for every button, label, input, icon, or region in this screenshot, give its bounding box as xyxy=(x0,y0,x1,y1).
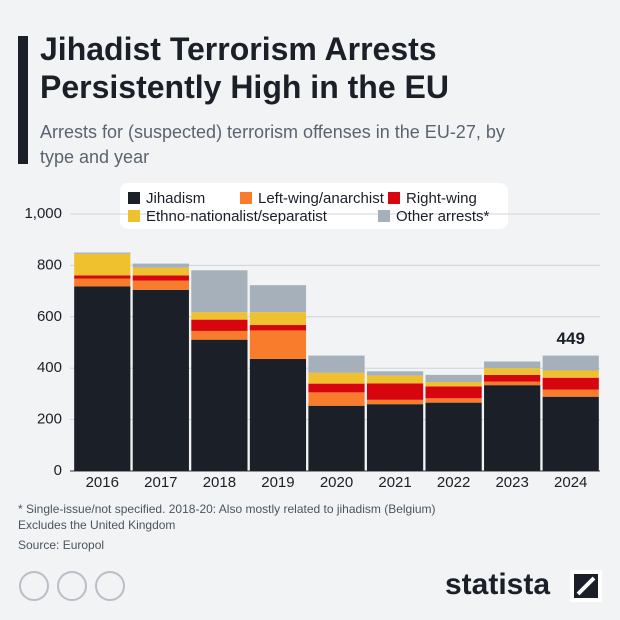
legend-label: Right-wing xyxy=(406,190,477,207)
brand: statista xyxy=(445,568,550,601)
bar-segment xyxy=(308,355,365,373)
bar-segment xyxy=(74,286,131,471)
bar-segment xyxy=(308,392,365,406)
bar-segment xyxy=(191,319,248,331)
x-tick-label: 2023 xyxy=(495,474,528,491)
bar-segment xyxy=(366,375,424,384)
bar-segment xyxy=(308,405,365,471)
bar-segment xyxy=(74,278,131,287)
legend-label: Jihadism xyxy=(146,190,205,207)
bar-segment xyxy=(542,396,599,471)
bar-segment xyxy=(542,377,599,390)
legend-swatch xyxy=(388,192,400,204)
bar-segment xyxy=(249,325,307,331)
bar-segment xyxy=(542,355,599,371)
bar-segment xyxy=(132,280,189,290)
bar-segment xyxy=(484,361,541,369)
annotation: 449 xyxy=(557,329,585,348)
bar-segment xyxy=(308,372,365,384)
bar-segment xyxy=(484,374,541,382)
legend-swatch xyxy=(128,210,140,222)
chart-title: Jihadist Terrorism Arrests Persistently … xyxy=(40,31,449,105)
bar-segment xyxy=(74,252,131,254)
y-tick-label: 200 xyxy=(37,411,62,428)
bar-segment xyxy=(74,253,131,276)
legend-swatch xyxy=(378,210,390,222)
bar-segment xyxy=(425,402,482,471)
x-tick-label: 2019 xyxy=(261,474,294,491)
bar-segment xyxy=(249,285,307,313)
x-tick-label: 2024 xyxy=(554,474,587,491)
y-tick-label: 400 xyxy=(37,359,62,376)
y-tick-label: 800 xyxy=(37,256,62,273)
bar-segment xyxy=(366,404,424,471)
legend-swatch xyxy=(128,192,140,204)
title-bar xyxy=(18,36,28,164)
legend-box xyxy=(120,183,508,229)
bar-segment xyxy=(191,270,248,313)
bar-segment xyxy=(132,289,189,471)
chart-subtitle: Arrests for (suspected) terrorism offens… xyxy=(40,122,505,167)
x-tick-label: 2020 xyxy=(320,474,353,491)
bar-segment xyxy=(366,399,424,405)
bar-segment xyxy=(366,383,424,400)
x-tick-label: 2018 xyxy=(203,474,236,491)
bar-segment xyxy=(132,275,189,281)
x-tick-label: 2022 xyxy=(437,474,470,491)
y-tick-label: 1,000 xyxy=(24,205,62,222)
bar-segment xyxy=(425,382,482,387)
bar-segment xyxy=(425,374,482,383)
legend-swatch xyxy=(240,192,252,204)
bar-segment xyxy=(249,312,307,326)
bar-segment xyxy=(425,398,482,403)
bar-segment xyxy=(132,267,189,276)
footnote: * Single-issue/not specified. 2018-20: A… xyxy=(18,502,436,516)
y-tick-label: 0 xyxy=(54,462,62,479)
license-icons xyxy=(19,571,125,601)
bar-segment xyxy=(542,389,599,397)
brand-logo xyxy=(570,570,602,602)
bar-segment xyxy=(484,385,541,471)
bar-segment xyxy=(484,381,541,386)
legend-label: Left-wing/anarchist xyxy=(258,190,385,207)
legend-label: Other arrests* xyxy=(396,208,490,225)
bar-segment xyxy=(542,370,599,378)
footnote: Excludes the United Kingdom xyxy=(18,518,175,532)
x-tick-label: 2021 xyxy=(378,474,411,491)
source: Source: Europol xyxy=(18,538,104,552)
bar-segment xyxy=(484,368,541,375)
bar-segment xyxy=(74,275,131,279)
bar-segment xyxy=(366,371,424,376)
bar-segment xyxy=(249,358,307,471)
bar-segment xyxy=(308,383,365,393)
bar-segment xyxy=(191,312,248,320)
bar-segment xyxy=(425,386,482,399)
x-tick-label: 2016 xyxy=(86,474,119,491)
bar-segment xyxy=(249,330,307,359)
bar-segment xyxy=(191,330,248,340)
y-tick-label: 600 xyxy=(37,308,62,325)
bar-segment xyxy=(132,263,189,268)
legend-label: Ethno-nationalist/separatist xyxy=(146,208,328,225)
x-tick-label: 2017 xyxy=(144,474,177,491)
bar-segment xyxy=(191,339,248,471)
